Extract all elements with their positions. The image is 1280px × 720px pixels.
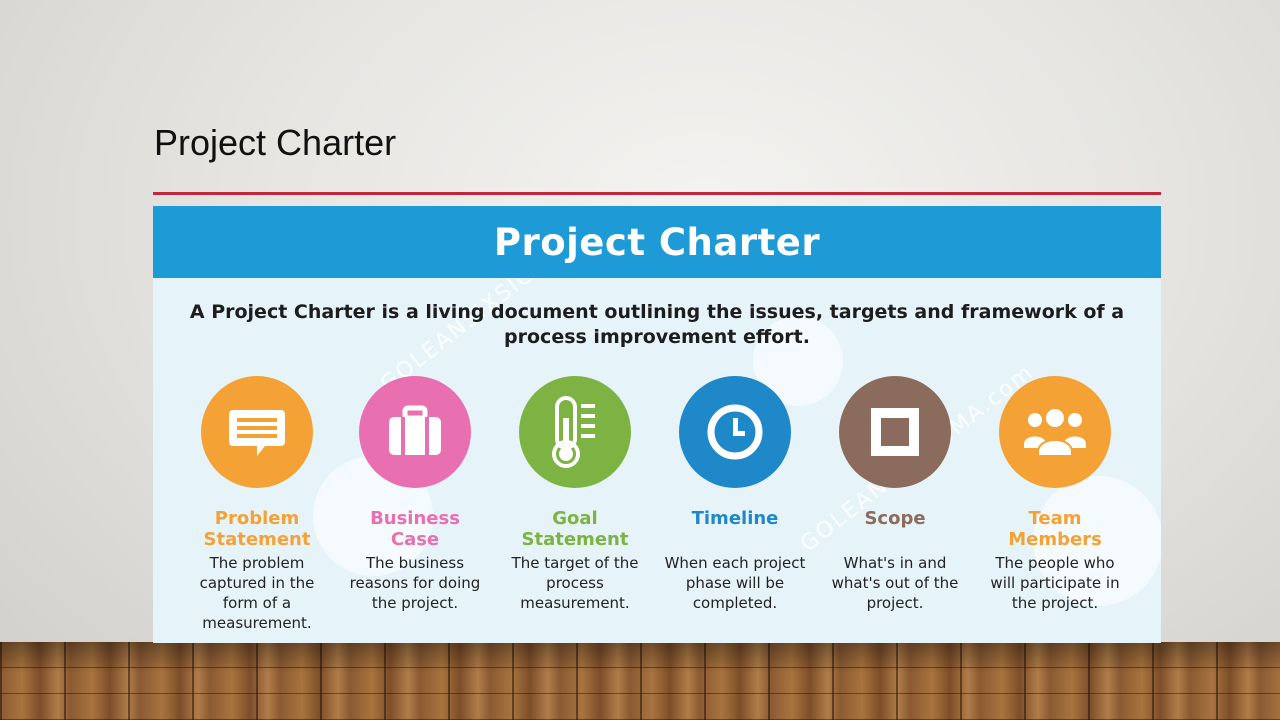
item-icon-circle [679, 376, 791, 488]
item-description: The business reasons for doing the proje… [349, 554, 481, 612]
wood-floor-background [0, 642, 1280, 720]
charter-item-team-members: Team Members The people who will partici… [975, 376, 1135, 613]
charter-item-timeline: Timeline When each project phase will be… [655, 376, 815, 613]
item-title: Business Case [370, 508, 460, 550]
slide-title: Project Charter [154, 122, 397, 163]
item-title: Goal Statement [521, 508, 629, 550]
item-description: What's in and what's out of the project. [831, 554, 959, 612]
item-icon-circle [839, 376, 951, 488]
thermometer-icon [552, 396, 595, 468]
item-icon-circle [999, 376, 1111, 488]
item-description: The target of the process measurement. [511, 554, 639, 612]
briefcase-icon [389, 405, 441, 455]
square-frame-icon [871, 408, 919, 456]
item-icon-circle [201, 376, 313, 488]
item-title: Problem Statement [203, 508, 311, 550]
infographic-intro: A Project Charter is a living document o… [189, 301, 1125, 348]
item-title: Timeline [691, 508, 779, 529]
people-group-icon [1024, 407, 1086, 457]
charter-item-goal-statement: Goal Statement The target of the process… [495, 376, 655, 613]
decorative-bubble [1033, 476, 1161, 606]
clock-icon [707, 404, 763, 460]
infographic-banner: Project Charter [153, 206, 1161, 278]
charter-item-scope: Scope What's in and what's out of the pr… [815, 376, 975, 613]
item-icon-circle [359, 376, 471, 488]
item-title: Team Members [1008, 508, 1102, 550]
item-description: The people who will participate in the p… [990, 554, 1120, 612]
item-icon-circle [519, 376, 631, 488]
title-divider [153, 192, 1161, 195]
item-title: Scope [864, 508, 926, 529]
charter-item-problem-statement: Problem Statement The problem captured i… [177, 376, 337, 633]
infographic-title: Project Charter [493, 220, 821, 264]
project-charter-infographic: GOLEANSIXSIGMA.com GOLEANSIXSIGMA.com Pr… [153, 206, 1161, 643]
item-description: When each project phase will be complete… [664, 554, 806, 612]
charter-item-business-case: Business Case The business reasons for d… [335, 376, 495, 613]
item-description: The problem captured in the form of a me… [199, 554, 315, 632]
speech-bubble-icon [229, 410, 285, 456]
